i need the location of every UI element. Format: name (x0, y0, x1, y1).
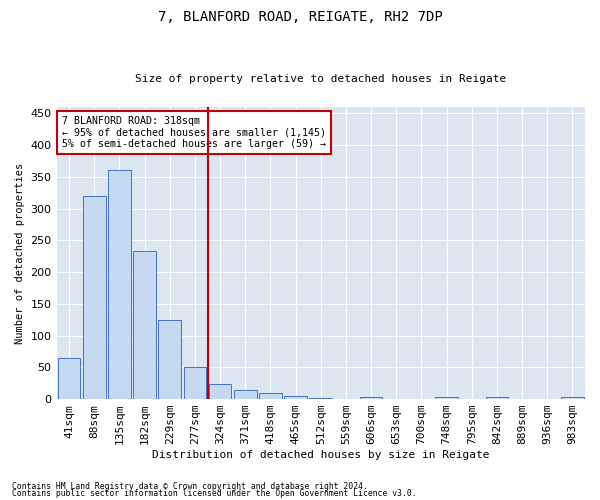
Bar (209, 384, 232, 399)
Text: 7 BLANFORD ROAD: 318sqm
← 95% of detached houses are smaller (1,145)
5% of semi-: 7 BLANFORD ROAD: 318sqm ← 95% of detache… (62, 116, 326, 149)
Title: Size of property relative to detached houses in Reigate: Size of property relative to detached ho… (135, 74, 506, 84)
Bar (435, 397, 458, 399)
Bar (133, 251, 156, 399)
Bar (108, 170, 131, 399)
Text: Contains HM Land Registry data © Crown copyright and database right 2024.: Contains HM Land Registry data © Crown c… (12, 482, 368, 491)
Text: 7, BLANFORD ROAD, REIGATE, RH2 7DP: 7, BLANFORD ROAD, REIGATE, RH2 7DP (158, 10, 442, 24)
X-axis label: Distribution of detached houses by size in Reigate: Distribution of detached houses by size … (152, 450, 490, 460)
Bar (58, 358, 80, 399)
Bar (259, 394, 282, 399)
Bar (360, 396, 382, 399)
Bar (184, 368, 206, 399)
Bar (561, 397, 584, 399)
Bar (83, 196, 106, 399)
Bar (485, 397, 508, 399)
Bar (284, 396, 307, 399)
Bar (158, 320, 181, 399)
Text: Contains public sector information licensed under the Open Government Licence v3: Contains public sector information licen… (12, 490, 416, 498)
Y-axis label: Number of detached properties: Number of detached properties (15, 162, 25, 344)
Bar (234, 390, 257, 399)
Bar (310, 398, 332, 399)
